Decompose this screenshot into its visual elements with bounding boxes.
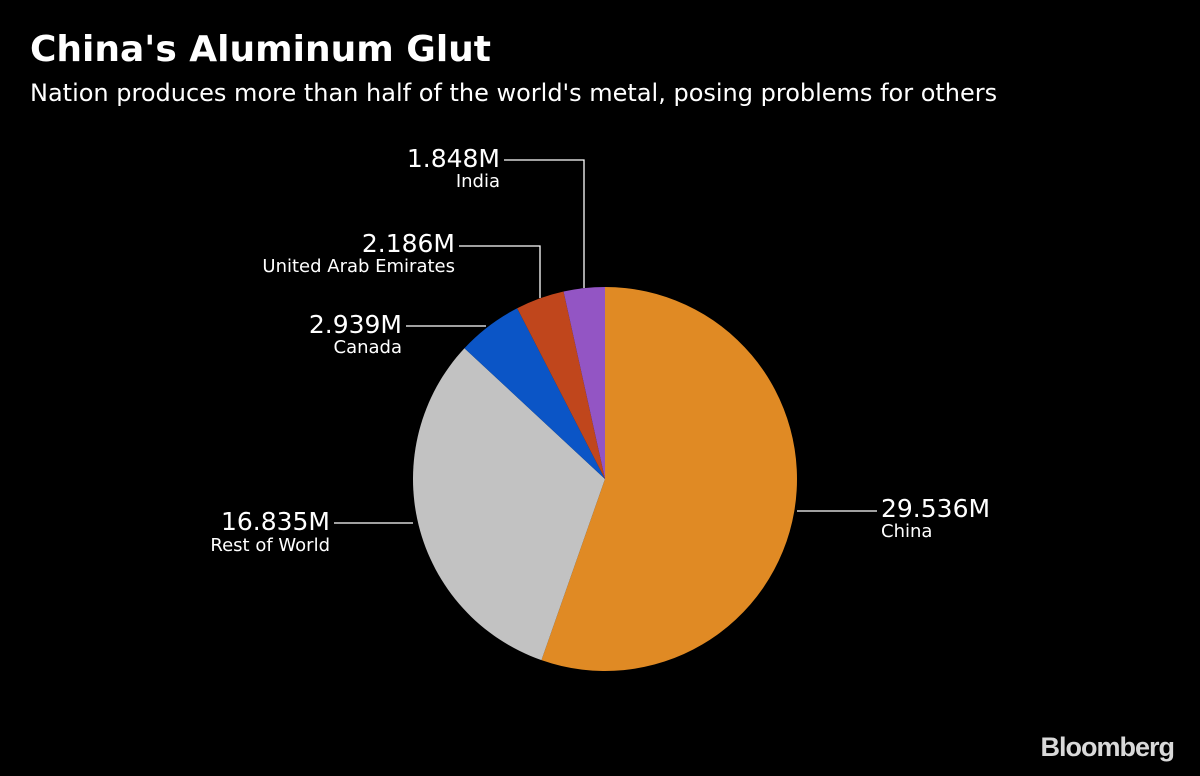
category-label-india: India bbox=[456, 171, 500, 192]
value-label-india: 1.848M bbox=[407, 144, 500, 173]
pie-slice-rest-of-world bbox=[413, 348, 605, 661]
category-label-rest-of-world: Rest of World bbox=[210, 535, 330, 556]
pie-slice-united-arab-emirates bbox=[517, 291, 605, 479]
category-label-united-arab-emirates: United Arab Emirates bbox=[262, 256, 455, 277]
leader-line-india bbox=[504, 159, 585, 288]
pie-slice-india bbox=[563, 287, 605, 479]
leader-line-united-arab-emirates bbox=[459, 245, 541, 298]
pie-slice-canada bbox=[464, 308, 605, 479]
pie-slice-china bbox=[541, 287, 797, 671]
chart-subtitle: Nation produces more than half of the wo… bbox=[30, 79, 998, 107]
category-label-china: China bbox=[881, 521, 932, 542]
chart-title: China's Aluminum Glut bbox=[30, 29, 492, 70]
bloomberg-logo: Bloomberg bbox=[1040, 732, 1175, 762]
value-label-rest-of-world: 16.835M bbox=[221, 507, 330, 536]
value-label-china: 29.536M bbox=[881, 494, 990, 523]
category-label-canada: Canada bbox=[334, 337, 403, 358]
value-label-united-arab-emirates: 2.186M bbox=[362, 229, 455, 258]
value-label-canada: 2.939M bbox=[309, 310, 402, 339]
